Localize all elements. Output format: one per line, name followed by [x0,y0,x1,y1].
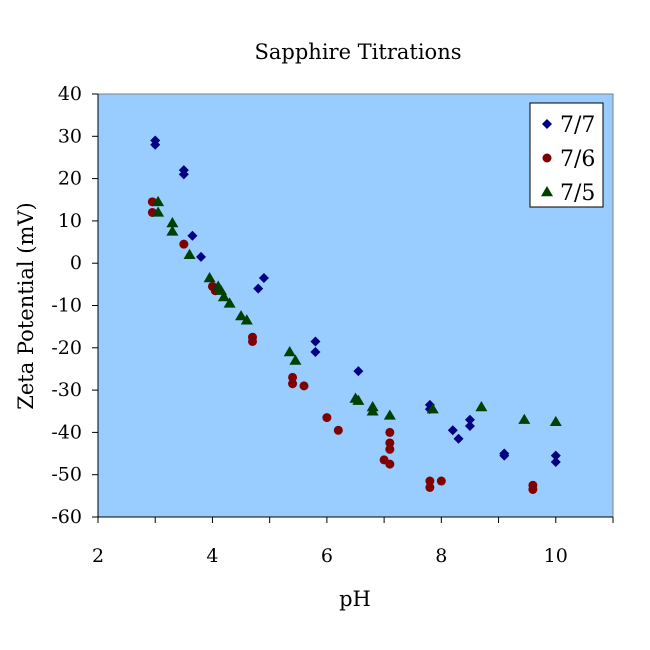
legend-label: 7/7 [560,113,595,138]
data-point [288,372,298,382]
y-tick-label: -30 [51,379,82,401]
data-marks [147,135,562,495]
x-tick-label: 2 [92,545,104,567]
data-point [499,450,510,461]
data-point [352,394,365,405]
data-point [178,169,189,180]
data-point [187,230,198,241]
data-point [299,381,309,391]
data-point [385,459,395,469]
data-point [383,409,396,420]
data-point [152,195,165,207]
data-point [310,347,321,358]
data-point [425,482,435,492]
data-point [447,425,458,436]
data-point [217,291,230,302]
data-point [453,433,464,444]
data-point [518,413,531,424]
axes: 40 30 20 10 0 -10 -20 -30 -40 -50 -60 2 4 6 8 10 [51,83,614,567]
y-tick-label: -40 [51,421,82,443]
x-tick-label: 4 [206,545,218,567]
data-point [528,485,538,495]
legend-label: 7/6 [560,147,595,172]
data-point [464,421,475,432]
data-point [166,217,179,228]
data-point [366,405,379,416]
y-tick-label: -60 [51,506,82,528]
data-point [235,310,248,321]
data-point [385,438,395,448]
x-axis-title: pH [339,587,371,611]
data-point [288,379,298,389]
y-tick-label: 10 [58,210,82,232]
data-point [353,366,364,377]
legend-marker [542,119,552,129]
data-point [333,425,343,435]
legend-box [529,102,604,208]
data-point [150,139,161,150]
y-tick-label: 30 [58,125,82,147]
plot-area [97,93,614,518]
y-tick-label: 40 [58,83,82,105]
data-point [426,403,439,414]
data-point [179,239,189,249]
data-point [549,415,562,427]
y-tick-label: 20 [58,168,82,190]
x-tick-label: 10 [544,545,568,567]
data-point [310,336,321,347]
legend-marker [541,186,553,197]
legend-label: 7/5 [560,181,595,206]
data-point [166,225,179,236]
data-point [475,401,488,412]
y-tick-label: 0 [70,252,82,274]
series-7-5 [152,195,562,427]
x-tick-label: 6 [321,545,333,567]
data-point [289,354,302,365]
data-point [436,476,446,486]
data-point [203,272,216,283]
data-point [464,414,475,425]
y-tick-label: -10 [51,295,82,317]
data-point [283,346,296,357]
y-axis-title: Zeta Potential (mV) [14,202,38,410]
legend: 7/7 7/6 7/5 [529,102,604,208]
data-point [550,450,561,461]
data-point [253,283,264,294]
data-point [152,206,165,217]
data-point [322,413,332,423]
y-tick-label: -50 [51,464,82,486]
data-point [425,476,435,486]
data-point [223,297,236,308]
data-point [248,336,257,346]
chart-title: Sapphire Titrations [255,40,462,64]
data-point [385,427,395,437]
y-tick-label: -20 [51,337,82,359]
data-point [183,248,196,259]
x-tick-label: 8 [435,545,447,567]
data-point [550,457,561,468]
data-point [196,251,206,262]
data-point [258,273,269,284]
data-point [385,444,395,454]
legend-marker [542,153,552,163]
data-point [240,314,253,325]
